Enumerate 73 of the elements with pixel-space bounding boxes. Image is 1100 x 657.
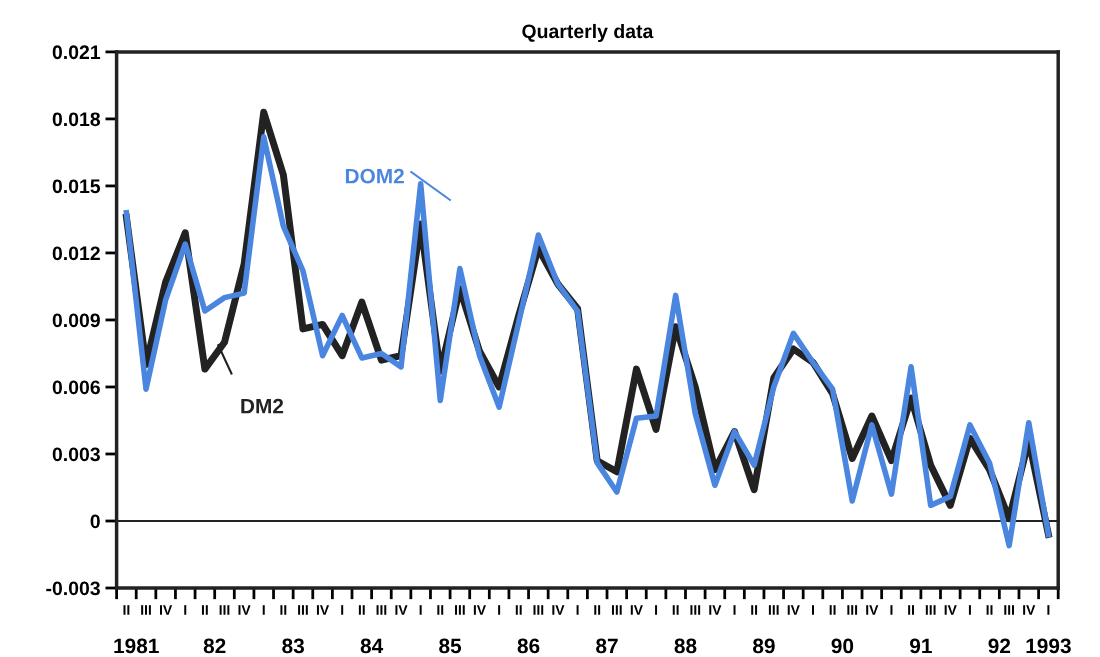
x-tick-label: I [1047,605,1050,615]
y-tick-label: 0.018 [52,112,101,127]
text: 88 [674,638,697,654]
x-tick-label: IV [944,605,957,615]
text: 1993 [1026,638,1071,654]
x-tick-label: I [419,605,422,615]
x-tick-label: IV [787,605,800,615]
y-tick-label: 0.003 [52,447,100,462]
x-tick-label: II [594,605,601,615]
x-tick-label: IV [473,605,486,615]
x-tick-label: III [376,605,387,615]
legend-label: DOM2 [345,168,404,184]
x-tick-label: II [672,605,679,615]
x-tick-label: III [768,605,779,615]
y-tick-label: 0 [90,514,100,529]
x-tick-label: III [1004,605,1015,615]
x-tick-label: II [908,605,914,615]
y-tick-label: 0.012 [52,246,100,261]
x-tick-label: III [533,605,544,615]
text: 92 [988,638,1011,654]
y-tick-label: 0.009 [52,313,100,328]
x-tick-label: II [280,605,287,615]
x-tick-label: IV [866,605,879,615]
x-tick-label: IV [316,605,330,615]
text: 84 [360,638,384,654]
x-tick-label: II [358,605,365,615]
x-tick-label: I [733,605,736,615]
x-tick-label: IV [1023,605,1036,615]
y-tick-label: 0.006 [52,380,100,395]
x-tick-label: III [925,605,936,615]
x-tick-label: II [986,605,993,615]
x-tick-label: I [811,605,814,615]
x-tick-label: IV [160,605,173,615]
text: 82 [203,638,226,654]
x-tick-label: I [576,605,579,615]
text: 83 [282,638,304,654]
x-tick-label: III [847,605,858,615]
x-tick-label: III [219,605,230,615]
x-tick-label: IV [395,605,408,615]
x-tick-label: IV [630,605,643,615]
x-tick-label: III [298,605,308,615]
text: 1981 [114,638,159,654]
x-tick-label: I [890,605,893,615]
x-tick-label: I [341,605,344,615]
text: 85 [439,638,462,654]
text: 89 [753,638,775,654]
x-tick-label: IV [552,605,565,615]
x-tick-label: III [611,605,622,615]
x-tick-label: I [262,605,265,615]
text: DM2 [241,398,284,414]
x-tick-label: II [123,605,130,615]
x-tick-label: II [829,605,836,615]
x-tick-label: I [655,605,658,615]
x-tick-label: IV [238,605,251,615]
y-tick-label: -0.003 [46,581,100,596]
text: 86 [517,638,540,654]
chart-title: Quarterly data [522,23,654,43]
x-tick-label: III [690,605,701,615]
x-tick-label: IV [709,605,722,615]
x-tick-label: II [437,605,444,615]
x-tick-label: III [455,605,465,615]
x-tick-label: II [515,605,522,615]
x-tick-label: I [498,605,501,615]
x-tick-label: II [751,605,758,615]
y-tick-label: 0.021 [52,45,101,60]
y-tick-label: 0.015 [52,179,101,194]
x-tick-label: II [201,605,208,615]
text: 87 [596,638,618,654]
text: 90 [831,638,854,654]
x-tick-label: I [184,605,187,615]
text: 91 [910,638,932,654]
x-tick-label: I [968,605,971,615]
x-tick-label: III [141,605,151,615]
